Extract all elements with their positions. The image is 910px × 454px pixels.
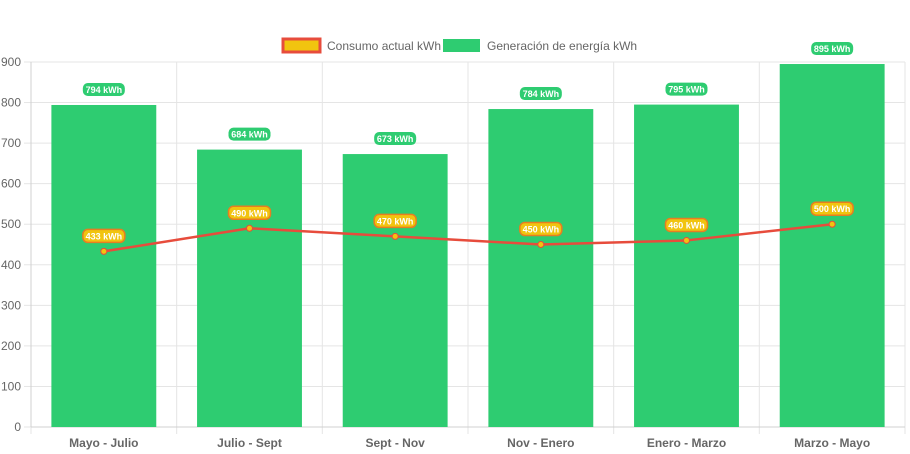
line-point	[100, 247, 108, 255]
data-label-text: 684 kWh	[231, 130, 268, 140]
y-tick-label: 400	[1, 258, 21, 272]
line-point	[683, 236, 690, 244]
line-data-label: 433 kWh	[82, 228, 126, 244]
x-tick-label: Julio - Sept	[217, 436, 282, 450]
legend-swatch-generacion	[443, 39, 480, 52]
y-tick-label: 900	[1, 55, 21, 69]
legend-swatch-consumo	[281, 37, 322, 54]
y-tick-label: 100	[1, 379, 21, 393]
legend-label-consumo: Consumo actual kWh	[327, 39, 441, 53]
bar	[779, 64, 885, 428]
data-label-bg	[374, 132, 417, 146]
line-data-label: 500 kWh	[810, 201, 854, 216]
legend-item-consumo[interactable]: Consumo actual kWh	[281, 37, 441, 54]
data-label-text: 460 kWh	[668, 220, 705, 230]
bar-data-label: 794 kWh	[82, 82, 125, 96]
y-tick-label: 600	[1, 177, 21, 191]
bar	[488, 109, 594, 428]
data-label-bg	[373, 213, 417, 229]
data-label-bg	[519, 221, 563, 237]
line-point	[246, 224, 253, 232]
data-label-bg	[519, 87, 562, 101]
line-data-label: 470 kWh	[373, 213, 417, 229]
bar	[197, 149, 302, 427]
bar-data-label: 684 kWh	[228, 127, 271, 141]
legend-label-generacion: Generación de energía kWh	[487, 39, 637, 53]
line-data-label: 490 kWh	[227, 205, 272, 221]
data-label-text: 433 kWh	[86, 231, 123, 241]
data-label-text: 673 kWh	[377, 134, 414, 144]
data-label-bg	[82, 82, 125, 96]
x-tick-label: Mayo - Julio	[69, 436, 138, 450]
data-label-text: 450 kWh	[523, 225, 560, 235]
data-label-bg	[228, 127, 271, 141]
line-data-label: 450 kWh	[519, 221, 563, 237]
y-tick-label: 200	[1, 339, 21, 353]
line-point	[391, 232, 399, 240]
grid-lines	[24, 61, 906, 434]
y-tick-label: 300	[1, 298, 21, 312]
y-tick-label: 0	[14, 420, 21, 434]
data-label-text: 470 kWh	[377, 216, 414, 226]
y-tick-label: 800	[1, 96, 21, 110]
data-label-bg	[664, 217, 709, 233]
x-tick-label: Marzo - Mayo	[794, 436, 870, 450]
legend-item-generacion[interactable]: Generación de energía kWh	[443, 39, 637, 53]
data-label-text: 784 kWh	[523, 89, 560, 99]
data-label-text: 794 kWh	[86, 85, 123, 95]
line-point	[828, 220, 836, 228]
y-tick-label: 500	[1, 217, 21, 231]
data-label-text: 895 kWh	[814, 44, 851, 54]
data-label-text: 500 kWh	[814, 204, 851, 214]
data-label-bg	[665, 82, 708, 96]
legend[interactable]: Consumo actual kWh Generación de energía…	[281, 37, 637, 54]
x-tick-label: Enero - Marzo	[647, 436, 726, 450]
data-label-text: 490 kWh	[231, 208, 268, 218]
bar-data-label: 895 kWh	[811, 42, 854, 56]
x-tick-label: Sept - Nov	[365, 436, 425, 450]
data-label-bg	[227, 205, 272, 221]
bar-data-label: 795 kWh	[665, 82, 708, 96]
data-label-bg	[810, 201, 854, 216]
y-axis: 0 100 200 300 400 500 600 700 800 900	[1, 55, 21, 434]
data-label-bg	[82, 228, 126, 244]
bar	[51, 104, 157, 427]
bar	[342, 154, 448, 428]
data-label-bg	[811, 42, 854, 56]
bar-series	[51, 64, 885, 428]
consumo-line	[103, 222, 833, 253]
data-label-text: 795 kWh	[668, 85, 705, 95]
line-series	[100, 220, 836, 255]
bar-data-label: 784 kWh	[519, 87, 562, 101]
line-data-label: 460 kWh	[664, 217, 709, 233]
line-point	[537, 241, 545, 248]
bar-data-label: 673 kWh	[374, 132, 417, 146]
x-tick-label: Nov - Enero	[507, 436, 574, 450]
x-axis: Mayo - Julio Julio - Sept Sept - Nov Nov - …	[69, 436, 870, 450]
data-labels: 794 kWh 684 kWh 673 kWh 784 kWh 795 kWh 895 k…	[82, 42, 854, 244]
bar	[634, 104, 739, 427]
y-tick-label: 700	[1, 136, 21, 150]
